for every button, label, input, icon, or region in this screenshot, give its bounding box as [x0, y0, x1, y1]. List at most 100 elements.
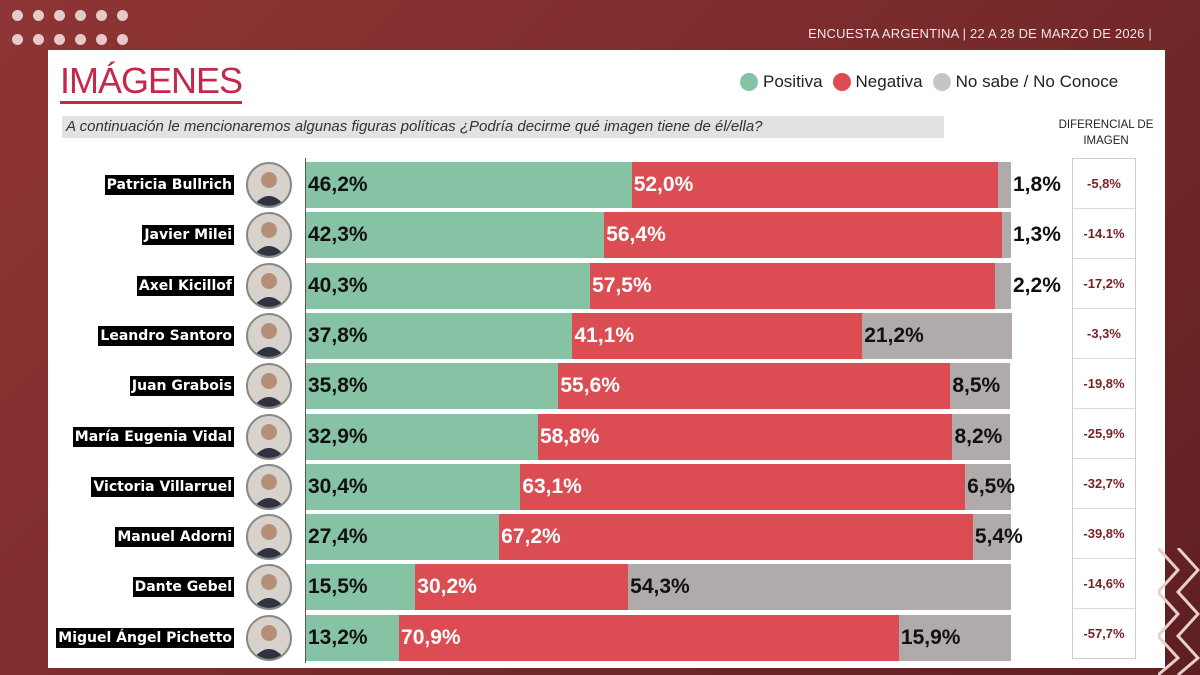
diff-value: -17,2% — [1073, 259, 1135, 309]
bar-label-positiva: 15,5% — [308, 575, 368, 599]
legend-label-positiva: Positiva — [763, 72, 823, 91]
candidate-name: Manuel Adorni — [115, 527, 234, 548]
legend-swatch-positiva — [740, 73, 758, 91]
bar-positiva — [306, 212, 605, 259]
candidate-photo — [246, 212, 292, 259]
decorative-dot — [96, 10, 107, 21]
decorative-dot — [117, 10, 128, 21]
bar-label-no-sabe: 1,3% — [1013, 223, 1061, 247]
candidate-photo — [246, 413, 292, 460]
bar-positiva — [306, 312, 573, 359]
bar-positiva — [306, 514, 500, 561]
candidate-photo — [246, 162, 292, 208]
bar-negativa — [572, 312, 863, 359]
candidate-photo — [246, 564, 292, 611]
bar-label-positiva: 42,3% — [308, 223, 368, 247]
diff-value: -5,8% — [1073, 159, 1135, 209]
diff-value: -19,8% — [1073, 359, 1135, 409]
candidate-photo — [246, 514, 292, 561]
bar-label-positiva: 46,2% — [308, 173, 368, 196]
legend-label-no-sabe: No sabe / No Conoce — [955, 72, 1119, 91]
bar-label-no-sabe: 6,5% — [967, 474, 1016, 498]
bar-label-positiva: 35,8% — [308, 374, 368, 398]
bar-label-positiva: 13,2% — [308, 625, 368, 649]
bar-label-negativa: 57,5% — [592, 273, 652, 297]
bar-negativa — [631, 162, 999, 208]
candidate-name: Axel Kicillof — [136, 275, 234, 296]
diff-column-header: DIFERENCIAL DE IMAGEN — [1058, 119, 1154, 147]
candidate-name: Victoria Villarruel — [91, 476, 234, 497]
decorative-dot — [96, 34, 107, 45]
bar-label-negativa: 63,1% — [522, 474, 582, 498]
page-title: IMÁGENES — [60, 62, 243, 104]
bar-negativa — [604, 212, 1002, 259]
survey-caption: ENCUESTA ARGENTINA | 22 A 28 DE MARZO DE… — [808, 26, 1152, 41]
bar-label-positiva: 32,9% — [308, 424, 368, 448]
bar-no-sabe — [995, 262, 1011, 309]
bar-label-negativa: 55,6% — [560, 374, 620, 398]
legend-swatch-no-sabe — [932, 73, 951, 91]
decorative-dot — [12, 34, 23, 45]
bar-label-no-sabe: 8,5% — [952, 374, 1001, 398]
bar-negativa — [558, 363, 951, 410]
diff-value: -57,7% — [1083, 626, 1125, 641]
diff-value: -32,7% — [1073, 459, 1135, 509]
bar-positiva — [306, 413, 538, 460]
bar-label-no-sabe: 5,4% — [974, 525, 1023, 549]
bar-negativa — [415, 564, 629, 611]
candidate-photo — [246, 312, 292, 359]
bar-label-positiva: 37,8% — [308, 323, 368, 347]
bar-label-positiva: 27,4% — [308, 525, 368, 549]
decorative-dot — [75, 34, 86, 45]
bar-no-sabe — [1001, 212, 1011, 259]
decorative-dot — [117, 34, 128, 45]
decorative-dot — [33, 10, 44, 21]
bar-no-sabe — [628, 564, 1011, 611]
bar-label-negativa: 70,9% — [401, 625, 461, 649]
bar-label-negativa: 30,2% — [417, 575, 477, 599]
bar-positiva — [306, 564, 416, 611]
survey-question: A continuación le mencionaremos algunas … — [62, 116, 944, 138]
bar-label-negativa: 58,8% — [539, 424, 600, 448]
candidate-name: Juan Grabois — [129, 376, 234, 397]
bar-label-positiva: 40,3% — [308, 273, 368, 297]
candidate-name: Javier Milei — [142, 225, 234, 246]
zigzag-decoration — [1158, 548, 1200, 675]
bar-label-no-sabe: 54,3% — [630, 575, 690, 599]
bar-negativa — [590, 262, 996, 309]
candidate-photo — [246, 262, 292, 309]
bar-no-sabe — [898, 614, 1011, 661]
candidate-name: María Eugenia Vidal — [72, 426, 234, 447]
decorative-dot — [75, 10, 86, 21]
candidate-photo — [246, 463, 292, 510]
bar-no-sabe — [950, 363, 1011, 410]
bar-label-no-sabe: 2,2% — [1013, 273, 1061, 297]
decorative-dot — [33, 34, 44, 45]
diff-value: -14,6% — [1073, 559, 1135, 609]
bar-label-negativa: 67,2% — [501, 525, 561, 549]
chart-legend: Positiva Negativa No sabe / No Conoce — [734, 72, 1118, 92]
bar-no-sabe — [972, 514, 1011, 561]
candidate-name: Leandro Santoro — [98, 325, 234, 346]
bar-no-sabe — [965, 463, 1011, 510]
bar-label-no-sabe: 15,9% — [900, 625, 961, 649]
bar-label-negativa: 56,4% — [606, 223, 666, 247]
bar-label-no-sabe: 21,2% — [864, 323, 924, 347]
bar-no-sabe — [998, 162, 1011, 208]
legend-label-negativa: Negativa — [855, 72, 923, 91]
candidate-photo — [246, 363, 292, 410]
decorative-dot — [54, 10, 65, 21]
decorative-dot — [54, 34, 65, 45]
bar-positiva — [306, 614, 400, 661]
bar-positiva — [306, 262, 591, 309]
candidate-name: Patricia Bullrich — [104, 175, 234, 195]
candidate-name: Dante Gebel — [132, 577, 234, 598]
bar-negativa — [520, 463, 966, 510]
diff-value: -14.1% — [1073, 209, 1135, 259]
bar-label-no-sabe: 8,2% — [954, 424, 1003, 448]
bar-label-negativa: 41,1% — [574, 323, 635, 347]
decorative-dot — [12, 10, 23, 21]
candidate-name: Miguel Ángel Pichetto — [56, 627, 234, 648]
diff-value: -25,9% — [1073, 409, 1135, 459]
diff-value: -3,3% — [1073, 309, 1135, 359]
